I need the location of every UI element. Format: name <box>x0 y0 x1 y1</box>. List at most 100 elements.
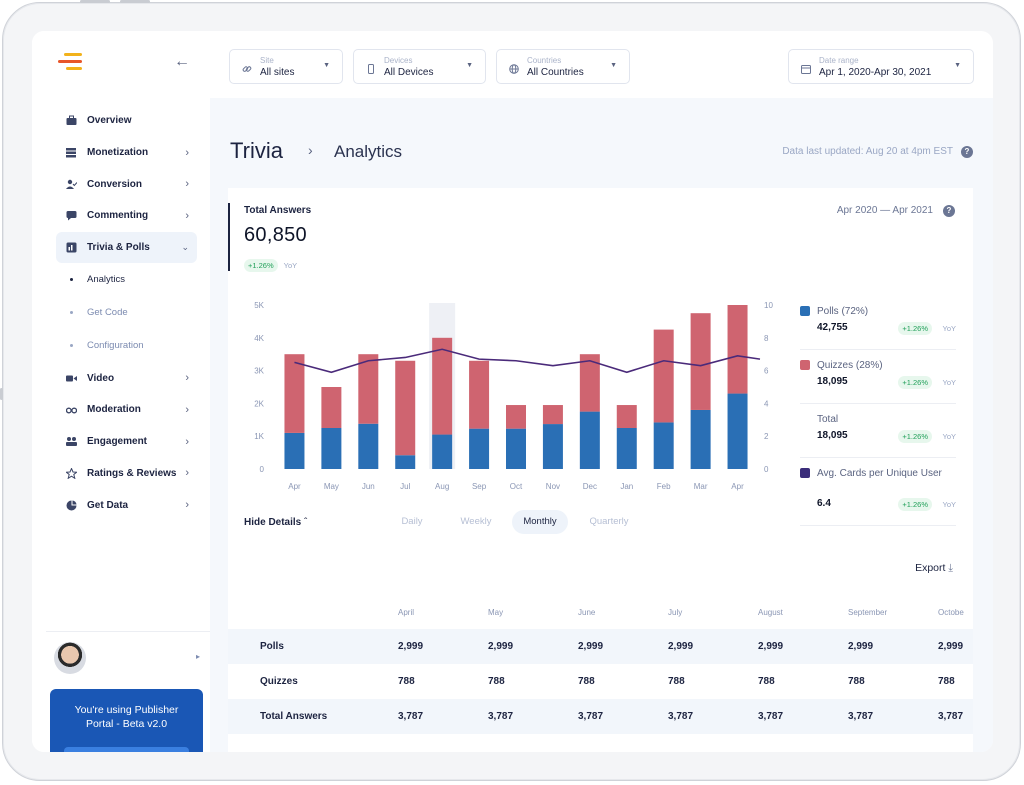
filter-label: Countries <box>527 56 562 65</box>
sidebar-item-commenting[interactable]: Commenting › <box>56 200 197 232</box>
yoy-label: YoY <box>942 432 957 441</box>
bar-polls <box>358 423 379 469</box>
user-menu[interactable]: ▸ <box>46 631 210 683</box>
bar-polls <box>616 428 637 469</box>
user-check-icon <box>66 179 78 190</box>
y2-tick-label: 0 <box>764 465 769 474</box>
sidebar-subitem-configuration[interactable]: Configuration <box>56 329 197 362</box>
sidebar-item-label: Monetization <box>87 147 149 159</box>
page-title[interactable]: Trivia <box>230 138 283 163</box>
legend-item-quizzes[interactable]: Quizzes (28%) 18,095 +1.26% YoY <box>800 350 956 404</box>
briefcase-icon <box>66 115 77 126</box>
tablet-top-button <box>120 0 150 3</box>
bar-polls <box>395 455 416 469</box>
app-screen: ← Overview Monetization › Conversion › C… <box>32 31 993 752</box>
link-icon <box>242 61 252 72</box>
sidebar-item-video[interactable]: Video › <box>56 362 197 394</box>
yoy-label: YoY <box>942 500 957 509</box>
period-daily[interactable]: Daily <box>401 516 423 527</box>
analytics-card: Total Answers 60,850 +1.26% YoY Apr 2020 … <box>228 188 973 752</box>
table-cell: 788 <box>668 676 685 687</box>
tablet-top-button <box>80 0 110 3</box>
sidebar-item-get-data[interactable]: Get Data › <box>56 489 197 521</box>
bar-quizzes <box>616 405 637 428</box>
countries-filter[interactable]: Countries All Countries ▼ <box>496 49 630 84</box>
engagement-icon <box>66 436 77 447</box>
column-header: May <box>488 608 504 617</box>
table-cell: 3,787 <box>398 711 424 722</box>
promo-button[interactable] <box>64 747 189 752</box>
sidebar-item-engagement[interactable]: Engagement › <box>56 426 197 458</box>
period-quarterly[interactable]: Quarterly <box>589 516 629 527</box>
table-cell: 788 <box>938 676 955 687</box>
devices-filter[interactable]: Devices All Devices ▼ <box>353 49 486 84</box>
filter-label: Date range <box>819 56 859 65</box>
bar-quizzes <box>432 337 453 435</box>
chevron-right-icon: › <box>185 372 189 385</box>
table-cell: 2,999 <box>668 641 694 652</box>
sidebar-item-conversion[interactable]: Conversion › <box>56 168 197 200</box>
tablet-side-button <box>0 388 3 400</box>
legend-name: Total <box>817 414 839 425</box>
sidebar-subitem-get-code[interactable]: Get Code <box>56 296 197 329</box>
chevron-right-icon: › <box>185 499 189 512</box>
export-button[interactable]: Export ⤓ <box>915 562 953 574</box>
sidebar-subitem-label: Get Code <box>87 307 128 319</box>
poll-icon <box>66 242 77 253</box>
yoy-label: YoY <box>942 378 957 387</box>
help-icon[interactable]: ? <box>961 146 973 158</box>
bar-quizzes <box>321 387 342 428</box>
column-header: June <box>578 608 596 617</box>
stack-icon <box>66 147 77 158</box>
legend-value: 18,095 <box>817 376 848 387</box>
sidebar-item-label: Conversion <box>87 178 143 190</box>
column-header: Octobe <box>938 608 964 617</box>
sidebar-item-moderation[interactable]: Moderation › <box>56 394 197 426</box>
sidebar-item-monetization[interactable]: Monetization › <box>56 137 197 169</box>
sidebar-subitem-analytics[interactable]: Analytics <box>56 263 197 296</box>
sidebar-item-label: Commenting <box>87 210 149 222</box>
legend-item-polls[interactable]: Polls (72%) 42,755 +1.26% YoY <box>800 296 956 350</box>
promo-text: You're using Publisher Portal - Beta v2.… <box>74 704 179 730</box>
filter-value: All sites <box>260 67 295 78</box>
change-badge: +1.26% <box>898 322 932 335</box>
y-tick-label: 2K <box>254 399 264 408</box>
table-cell: 3,787 <box>758 711 784 722</box>
sidebar-item-trivia-polls[interactable]: Trivia & Polls ⌄ <box>56 231 197 264</box>
chevron-right-icon: › <box>185 467 189 480</box>
bar-polls <box>542 424 563 469</box>
bar-quizzes <box>690 313 711 410</box>
site-filter[interactable]: Site All sites ▼ <box>229 49 343 84</box>
chevron-right-icon: › <box>185 435 189 448</box>
legend-item-total: Total 18,095 +1.26% YoY <box>800 404 956 458</box>
table-cell: 788 <box>398 676 415 687</box>
globe-icon <box>509 61 519 74</box>
help-icon[interactable]: ? <box>943 205 955 217</box>
hide-details-button[interactable]: Hide Details ˆ <box>244 517 308 528</box>
star-icon <box>64 467 79 480</box>
chevron-right-icon: ▸ <box>195 652 200 661</box>
table-cell: 2,999 <box>758 641 784 652</box>
filter-value: All Devices <box>384 67 434 78</box>
collapse-sidebar-icon[interactable]: ← <box>174 53 190 70</box>
brand-logo-icon[interactable] <box>58 53 86 71</box>
x-tick-label: Dec <box>583 482 597 491</box>
table-cell: 2,999 <box>938 641 964 652</box>
column-header: September <box>848 608 888 617</box>
bar-quizzes <box>395 360 416 456</box>
bar-polls <box>321 428 342 469</box>
filter-value: Apr 1, 2020-Apr 30, 2021 <box>819 67 932 78</box>
last-updated-text: Data last updated: Aug 20 at 4pm EST <box>782 146 953 157</box>
summary-value: 60,850 <box>244 224 307 246</box>
legend-item-avg-cards[interactable]: Avg. Cards per Unique User 6.4 +1.26% Yo… <box>800 458 956 526</box>
sidebar-nav: Overview Monetization › Conversion › Com… <box>56 105 197 521</box>
line-avg-cards <box>294 348 761 374</box>
period-weekly[interactable]: Weekly <box>460 516 492 527</box>
sidebar-item-overview[interactable]: Overview <box>56 105 197 137</box>
x-tick-label: Jul <box>400 482 410 491</box>
sidebar-item-ratings-reviews[interactable]: Ratings & Reviews › <box>56 458 197 490</box>
date-range-filter[interactable]: Date range Apr 1, 2020-Apr 30, 2021 ▼ <box>788 49 974 84</box>
change-badge: +1.26% <box>898 430 932 443</box>
period-monthly[interactable]: Monthly <box>512 510 568 534</box>
download-icon: ⤓ <box>948 562 953 574</box>
